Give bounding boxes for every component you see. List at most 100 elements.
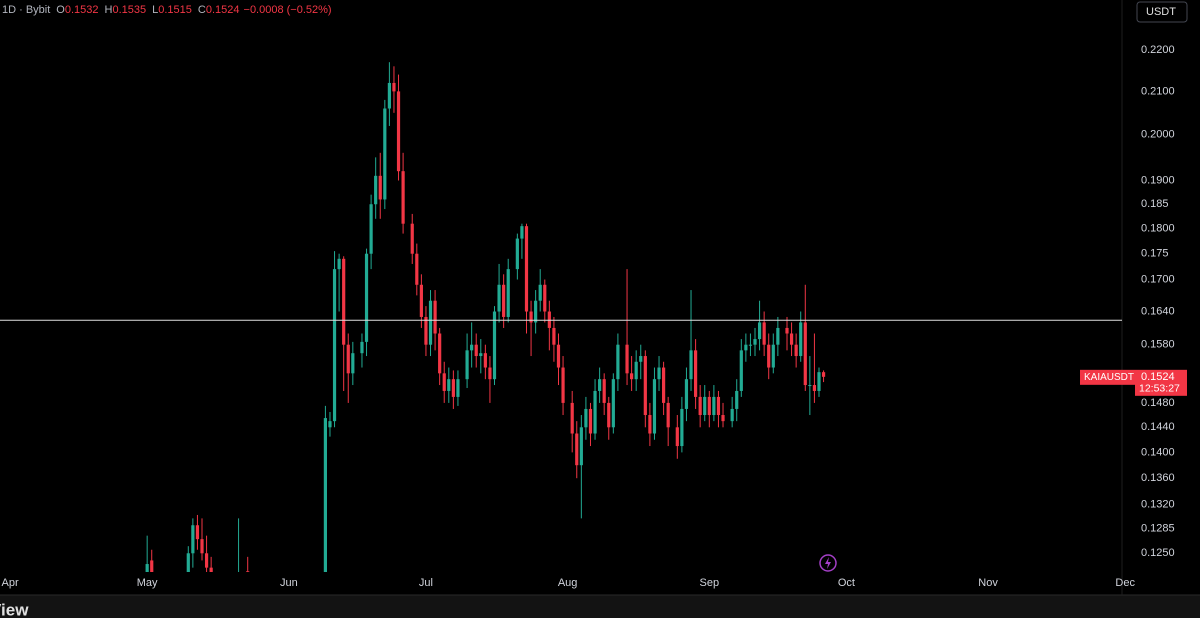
- candle-body: [401, 171, 405, 224]
- candle-body: [657, 367, 661, 380]
- candle-body: [497, 284, 501, 312]
- y-tick-label: 0.1480: [1141, 397, 1175, 409]
- candle-body: [625, 344, 629, 374]
- candle-body: [707, 396, 711, 416]
- candle-body: [799, 322, 803, 357]
- y-tick-label: 0.1400: [1141, 446, 1175, 458]
- candle-body: [451, 379, 455, 397]
- candle-body: [666, 402, 670, 428]
- legend-key: O: [56, 4, 65, 16]
- candle-body: [634, 361, 638, 380]
- candle-body: [543, 284, 547, 312]
- x-tick-label: Aug: [558, 577, 578, 589]
- candle-body: [762, 322, 766, 345]
- candle-body: [776, 327, 780, 345]
- lightning-icon[interactable]: [819, 554, 837, 572]
- candles: [145, 62, 826, 572]
- candle-body: [456, 379, 460, 397]
- x-tick-label: Sep: [700, 577, 720, 589]
- candle-body: [789, 333, 794, 345]
- y-tick-label: 0.1640: [1141, 305, 1175, 317]
- currency-label[interactable]: USDT: [1146, 6, 1176, 18]
- candle-body: [648, 415, 652, 434]
- candle-body: [150, 560, 154, 572]
- legend-value: 0.1524: [206, 4, 240, 16]
- candle-body: [794, 344, 798, 357]
- legend-value: 0.1535: [112, 4, 146, 16]
- candle-body: [675, 427, 679, 447]
- y-tick-label: 0.1900: [1141, 174, 1175, 186]
- candle-body: [204, 553, 209, 568]
- candle-body: [515, 238, 519, 270]
- candle-body: [387, 82, 391, 109]
- candle-body: [693, 350, 698, 397]
- candle-body: [547, 311, 551, 328]
- candle-body: [328, 421, 332, 428]
- candle-body: [689, 350, 693, 380]
- candle-body: [630, 373, 634, 380]
- candle-body: [593, 390, 597, 434]
- candle-body: [616, 344, 620, 380]
- candle-body: [360, 341, 364, 354]
- candle-body: [579, 427, 583, 466]
- y-tick-label: 0.1320: [1141, 499, 1175, 511]
- currency-button[interactable]: [1136, 1, 1188, 23]
- x-tick-label: Jul: [419, 577, 433, 589]
- candle-body: [351, 353, 355, 374]
- candle-body: [474, 344, 478, 357]
- legend-key: C: [198, 4, 206, 16]
- candle-body: [698, 396, 702, 416]
- candle-body: [383, 108, 387, 200]
- legend-change: −0.0008 (−0.52%): [244, 4, 332, 16]
- candle-body: [470, 344, 474, 351]
- candle-body: [662, 367, 666, 403]
- candle-body: [556, 344, 561, 368]
- legend-value: 0.1532: [65, 4, 99, 16]
- candle-body: [598, 379, 602, 391]
- candle-body: [785, 327, 789, 334]
- x-tick-label: Dec: [1115, 577, 1135, 589]
- candle-body: [374, 175, 378, 205]
- y-tick-label: 0.175: [1141, 248, 1169, 260]
- candle-body: [712, 396, 716, 416]
- candle-body: [479, 353, 483, 357]
- y-tick-label: 0.1440: [1141, 421, 1175, 433]
- logo-text: View: [0, 600, 29, 618]
- candle-body: [821, 372, 826, 377]
- candle-body: [584, 408, 588, 428]
- candle-body: [424, 316, 428, 345]
- candle-body: [575, 433, 579, 466]
- candle-body: [378, 175, 382, 200]
- symbol-tag: [1080, 369, 1135, 385]
- candle-body: [753, 339, 757, 345]
- candle-body: [771, 344, 775, 368]
- candle-body: [337, 258, 341, 270]
- candle-body: [739, 350, 743, 391]
- x-tick-label: Nov: [978, 577, 998, 589]
- x-tick-label: Jun: [280, 577, 298, 589]
- candle-body: [716, 396, 721, 416]
- candle-body: [332, 269, 337, 422]
- candle-body: [195, 525, 200, 540]
- legend-key: L: [152, 4, 158, 16]
- candle-body: [735, 390, 739, 409]
- candle-body: [529, 311, 533, 323]
- candle-body: [744, 344, 748, 351]
- footer-bar: [0, 595, 1200, 618]
- y-tick-label: 0.185: [1141, 198, 1169, 210]
- candle-body: [607, 402, 611, 428]
- candle-body: [369, 204, 373, 254]
- candle-body: [364, 253, 369, 342]
- candle-body: [570, 402, 574, 434]
- candle-body: [483, 353, 487, 368]
- candle-body: [506, 269, 510, 317]
- candle-body: [520, 226, 524, 239]
- price-tag-label: 0.1524: [1141, 371, 1175, 383]
- y-tick-label: 0.2100: [1141, 85, 1175, 97]
- candle-body: [342, 258, 346, 345]
- candle-body: [488, 367, 492, 380]
- y-tick-label: 0.2200: [1141, 44, 1175, 56]
